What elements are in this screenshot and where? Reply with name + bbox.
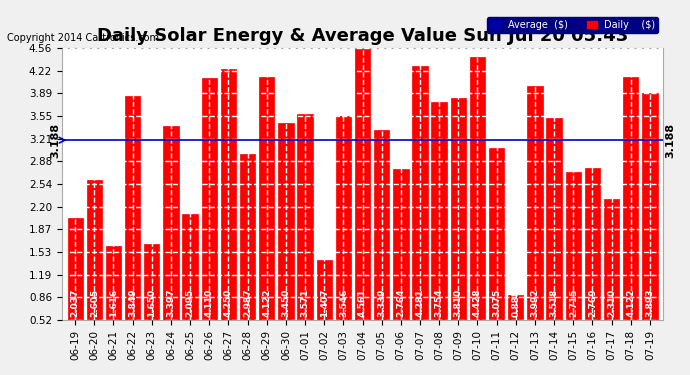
- Bar: [642, 93, 658, 355]
- Bar: [317, 260, 332, 355]
- Text: 1.650: 1.650: [147, 289, 157, 318]
- Text: 2.605: 2.605: [90, 289, 99, 318]
- Text: 2.037: 2.037: [70, 289, 79, 318]
- Bar: [201, 78, 217, 355]
- Text: 3.188: 3.188: [665, 123, 676, 158]
- Text: 1.407: 1.407: [319, 289, 328, 318]
- Bar: [527, 86, 542, 355]
- Text: 3.450: 3.450: [282, 289, 290, 318]
- Bar: [106, 246, 121, 355]
- Text: 3.849: 3.849: [128, 289, 137, 318]
- Text: 4.250: 4.250: [224, 289, 233, 318]
- Bar: [374, 130, 389, 355]
- Bar: [451, 98, 466, 355]
- Text: 2.987: 2.987: [243, 289, 252, 318]
- Text: 3.075: 3.075: [492, 289, 501, 318]
- Bar: [470, 57, 485, 355]
- Bar: [87, 180, 102, 355]
- Text: 4.110: 4.110: [205, 289, 214, 318]
- Text: Copyright 2014 Cartronics.com: Copyright 2014 Cartronics.com: [7, 33, 159, 43]
- Bar: [125, 96, 140, 355]
- Bar: [164, 126, 179, 355]
- Bar: [336, 116, 351, 355]
- Text: 3.188: 3.188: [50, 123, 60, 158]
- Text: 1.616: 1.616: [109, 289, 118, 318]
- Bar: [278, 123, 293, 355]
- Title: Daily Solar Energy & Average Value Sun Jul 20 05:43: Daily Solar Energy & Average Value Sun J…: [97, 27, 628, 45]
- Text: 3.992: 3.992: [531, 289, 540, 318]
- Bar: [489, 148, 504, 355]
- Bar: [182, 214, 198, 355]
- Bar: [413, 66, 428, 355]
- Text: 2.095: 2.095: [186, 289, 195, 318]
- Text: 2.764: 2.764: [396, 289, 405, 318]
- Bar: [68, 218, 83, 355]
- Text: 4.281: 4.281: [415, 289, 424, 318]
- Text: 3.339: 3.339: [377, 289, 386, 318]
- Text: 2.715: 2.715: [569, 289, 578, 318]
- Bar: [508, 296, 524, 355]
- Bar: [144, 244, 159, 355]
- Text: 3.810: 3.810: [454, 289, 463, 318]
- Text: 2.769: 2.769: [588, 289, 597, 318]
- Text: 4.561: 4.561: [358, 289, 367, 318]
- Bar: [240, 154, 255, 355]
- Bar: [259, 77, 275, 355]
- Text: 4.122: 4.122: [262, 289, 271, 318]
- Text: 2.310: 2.310: [607, 289, 616, 318]
- Text: 4.122: 4.122: [627, 289, 635, 318]
- Legend: Average  ($), Daily    ($): Average ($), Daily ($): [487, 17, 658, 33]
- Bar: [604, 200, 619, 355]
- Bar: [297, 114, 313, 355]
- Bar: [431, 102, 447, 355]
- Text: 3.571: 3.571: [301, 289, 310, 318]
- Bar: [623, 77, 638, 355]
- Bar: [584, 168, 600, 355]
- Bar: [546, 118, 562, 355]
- Text: 3.397: 3.397: [166, 289, 175, 318]
- Bar: [221, 69, 236, 355]
- Bar: [393, 169, 408, 355]
- Bar: [566, 172, 581, 355]
- Text: 3.893: 3.893: [645, 289, 654, 318]
- Text: 3.546: 3.546: [339, 289, 348, 318]
- Text: 0.888: 0.888: [511, 289, 520, 318]
- Bar: [355, 48, 371, 355]
- Text: 3.518: 3.518: [550, 289, 559, 318]
- Text: 4.428: 4.428: [473, 289, 482, 318]
- Text: 3.754: 3.754: [435, 289, 444, 318]
